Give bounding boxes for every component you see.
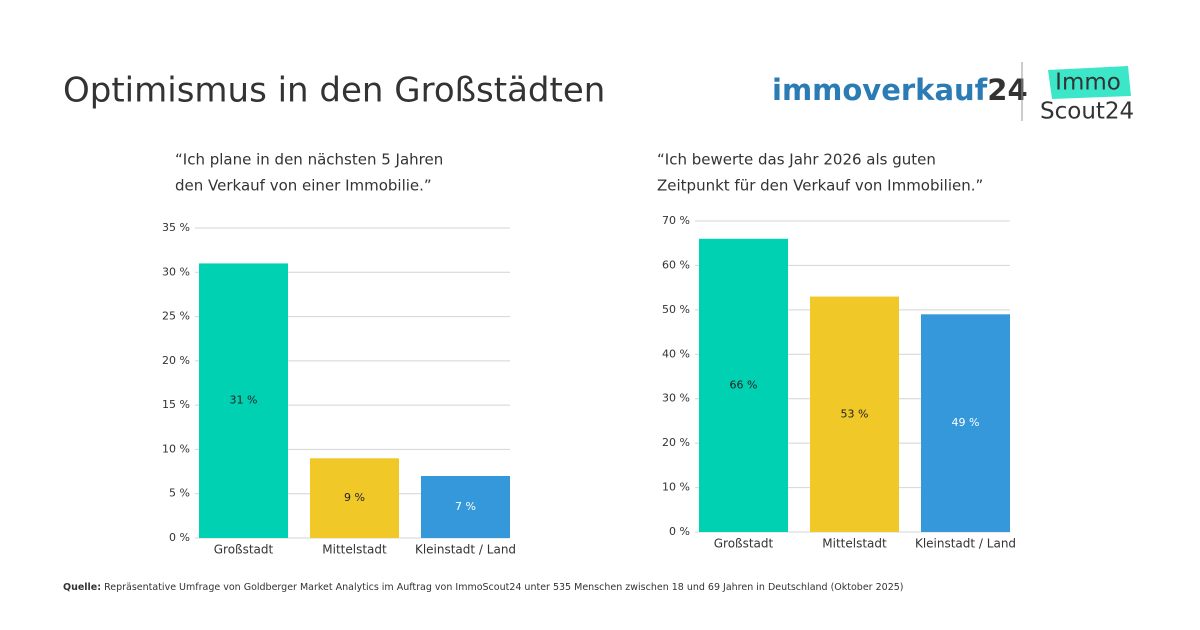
logo-shape	[1048, 66, 1131, 99]
y-tick-label: 30 %	[162, 265, 190, 278]
source-text: Repräsentative Umfrage von Goldberger Ma…	[101, 582, 903, 593]
x-tick-label: Kleinstadt / Land	[415, 543, 516, 557]
value-label: 7 %	[455, 500, 476, 513]
y-tick-label: 50 %	[662, 303, 690, 316]
bar	[921, 314, 1010, 532]
chart-subtitle: “Ich bewerte das Jahr 2026 als guten	[657, 151, 936, 169]
source-label: Quelle:	[63, 582, 101, 593]
bar	[310, 458, 399, 538]
y-tick-label: 30 %	[662, 392, 690, 405]
y-tick-label: 20 %	[162, 354, 190, 367]
source: Quelle: Repräsentative Umfrage von Goldb…	[63, 582, 904, 593]
value-label: 31 %	[230, 394, 258, 407]
logo-immo: Immo	[1055, 70, 1121, 96]
bar	[199, 263, 288, 538]
y-tick-label: 15 %	[162, 398, 190, 411]
value-label: 9 %	[344, 491, 365, 504]
bar	[810, 296, 899, 532]
logo-immoverkauf: immoverkauf24	[772, 73, 1028, 107]
chart-subtitle: Zeitpunkt für den Verkauf von Immobilien…	[657, 177, 983, 195]
y-tick-label: 0 %	[169, 531, 190, 544]
y-tick-label: 70 %	[662, 214, 690, 227]
value-label: 53 %	[841, 407, 869, 420]
y-tick-label: 35 %	[162, 221, 190, 234]
y-tick-label: 5 %	[169, 487, 190, 500]
x-tick-label: Großstadt	[714, 537, 774, 551]
logo-word: immoverkauf	[772, 73, 988, 107]
y-tick-label: 10 %	[162, 442, 190, 455]
y-tick-label: 0 %	[669, 525, 690, 538]
x-tick-label: Mittelstadt	[322, 543, 387, 557]
x-tick-label: Großstadt	[214, 543, 274, 557]
y-tick-label: 25 %	[162, 310, 190, 323]
chart-subtitle: “Ich plane in den nächsten 5 Jahren	[175, 151, 443, 169]
chart-subtitle: den Verkauf von einer Immobilie.”	[175, 177, 432, 195]
y-tick-label: 20 %	[662, 436, 690, 449]
y-tick-label: 60 %	[662, 258, 690, 271]
x-tick-label: Mittelstadt	[822, 537, 887, 551]
x-tick-label: Kleinstadt / Land	[915, 537, 1016, 551]
bar	[421, 476, 510, 538]
title: Optimismus in den Großstädten	[63, 71, 605, 111]
value-label: 49 %	[952, 416, 980, 429]
value-label: 66 %	[730, 378, 758, 391]
y-tick-label: 40 %	[662, 347, 690, 360]
logo-scout: Scout24	[1040, 99, 1134, 125]
y-tick-label: 10 %	[662, 481, 690, 494]
logo-number: 24	[987, 73, 1027, 107]
bar	[699, 238, 788, 532]
